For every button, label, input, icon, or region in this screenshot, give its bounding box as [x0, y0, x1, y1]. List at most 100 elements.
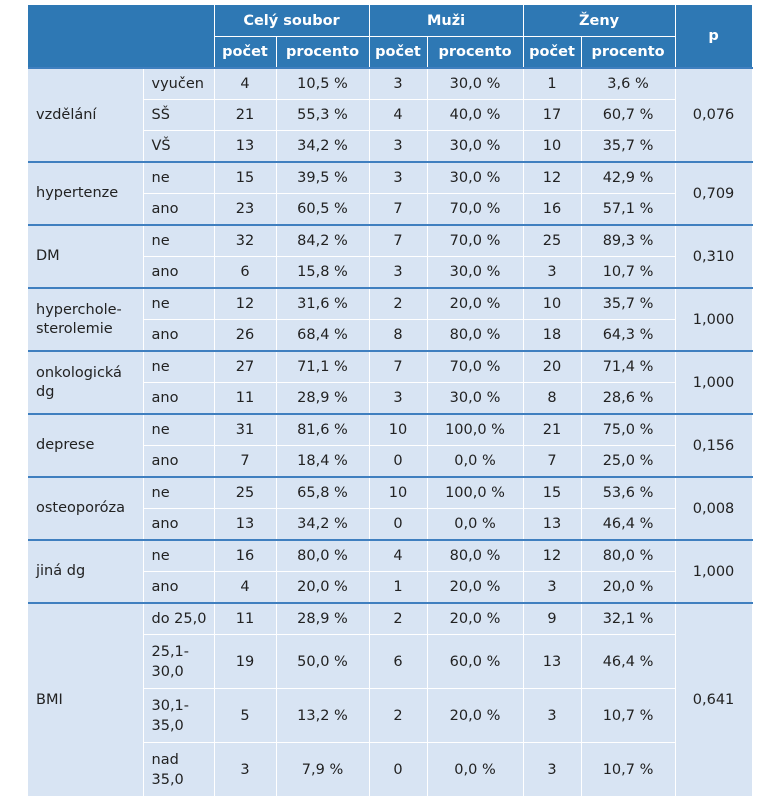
count-cell: 0: [369, 445, 428, 478]
percent-cell: 20,0 %: [427, 287, 524, 320]
level-cell: ano: [143, 319, 215, 352]
percent-cell: 35,7 %: [581, 287, 676, 320]
count-cell: 26: [214, 319, 277, 352]
count-cell: 5: [214, 688, 277, 743]
table-row: ano 11 28,9 % 3 30,0 % 8 28,6 %: [28, 382, 752, 415]
count-cell: 3: [369, 382, 428, 415]
level-cell: ano: [143, 382, 215, 415]
table-row: DM ne 32 84,2 % 7 70,0 % 25 89,3 % 0,310: [28, 224, 753, 289]
count-cell: 10: [523, 130, 582, 163]
count-cell: 7: [214, 445, 277, 478]
count-cell: 25: [523, 224, 582, 257]
percent-cell: 89,3 %: [581, 224, 676, 257]
table-row: hyperchole-sterolemie ne 12 31,6 % 2 20,0 % 10…: [28, 287, 753, 352]
table-row: hypertenze ne 15 39,5 % 3 30,0 % 12 42,9 % 0,709: [28, 161, 753, 226]
p-value-cell: 0,641: [675, 602, 753, 797]
category-label-line: onkologická: [36, 364, 122, 381]
percent-cell: 81,6 %: [276, 413, 370, 446]
category-cell: hyperchole-sterolemie: [28, 287, 144, 352]
count-cell: 4: [369, 539, 428, 572]
table-row: onkologická dg ne 27 71,1 % 7 70,0 % 20 71,4 % 1,…: [28, 350, 753, 415]
percent-cell: 71,4 %: [581, 350, 676, 383]
count-cell: 4: [214, 67, 277, 100]
data-table: Celý soubor Muži Ženy p počet procento p…: [28, 5, 753, 797]
data-table-container: Celý soubor Muži Ženy p počet procento p…: [28, 5, 753, 797]
count-cell: 4: [369, 99, 428, 131]
count-cell: 18: [523, 319, 582, 352]
table-row: SŠ 21 55,3 % 4 40,0 % 17 60,7 %: [28, 99, 752, 131]
percent-cell: 80,0 %: [427, 539, 524, 572]
p-value-cell: 1,000: [675, 287, 753, 352]
percent-cell: 46,4 %: [581, 634, 676, 689]
count-cell: 10: [369, 476, 428, 509]
level-cell: ne: [143, 539, 215, 572]
percent-cell: 64,3 %: [581, 319, 676, 352]
level-cell: 25,1- 30,0: [143, 634, 215, 689]
level-cell: vyučen: [143, 67, 215, 100]
count-cell: 6: [214, 256, 277, 289]
table-row: BMI do 25,0 11 28,9 % 2 20,0 % 9 32,1 % 0,641: [28, 602, 753, 797]
header-group-total: Celý soubor: [214, 5, 370, 37]
percent-cell: 0,0 %: [427, 742, 524, 797]
percent-cell: 28,9 %: [276, 382, 370, 415]
count-cell: 13: [214, 508, 277, 541]
percent-cell: 20,0 %: [427, 688, 524, 743]
category-cell: DM: [28, 224, 144, 289]
p-value-cell: 1,000: [675, 350, 753, 415]
level-cell: ano: [143, 256, 215, 289]
percent-cell: 57,1 %: [581, 193, 676, 226]
count-cell: 12: [523, 161, 582, 194]
percent-cell: 3,6 %: [581, 67, 676, 100]
percent-cell: 70,0 %: [427, 350, 524, 383]
percent-cell: 0,0 %: [427, 508, 524, 541]
percent-cell: 80,0 %: [581, 539, 676, 572]
count-cell: 11: [214, 382, 277, 415]
header-sub-count: počet: [369, 36, 428, 69]
count-cell: 3: [523, 256, 582, 289]
count-cell: 3: [523, 742, 582, 797]
count-cell: 3: [523, 571, 582, 604]
percent-cell: 20,0 %: [427, 602, 524, 635]
p-value-cell: 0,156: [675, 413, 753, 478]
header-sub-percent: procento: [427, 36, 524, 69]
percent-cell: 39,5 %: [276, 161, 370, 194]
percent-cell: 70,0 %: [427, 193, 524, 226]
count-cell: 3: [369, 161, 428, 194]
table-row: 25,1- 30,0 19 50,0 % 6 60,0 % 13 46,4 %: [28, 634, 752, 689]
table-header: Celý soubor Muži Ženy p počet procento p…: [28, 5, 753, 69]
count-cell: 17: [523, 99, 582, 131]
percent-cell: 31,6 %: [276, 287, 370, 320]
count-cell: 2: [369, 287, 428, 320]
percent-cell: 10,7 %: [581, 688, 676, 743]
header-sub-count: počet: [214, 36, 277, 69]
count-cell: 0: [369, 508, 428, 541]
category-label-line: dg: [36, 383, 55, 400]
p-value-cell: 0,310: [675, 224, 753, 289]
count-cell: 16: [214, 539, 277, 572]
count-cell: 20: [523, 350, 582, 383]
percent-cell: 30,0 %: [427, 130, 524, 163]
count-cell: 21: [523, 413, 582, 446]
level-cell: ano: [143, 193, 215, 226]
level-cell: do 25,0: [143, 602, 215, 635]
percent-cell: 28,9 %: [276, 602, 370, 635]
header-blank: [28, 5, 215, 69]
count-cell: 10: [523, 287, 582, 320]
header-group-women: Ženy: [523, 5, 676, 37]
level-cell: ano: [143, 571, 215, 604]
count-cell: 8: [523, 382, 582, 415]
percent-cell: 55,3 %: [276, 99, 370, 131]
table-row: 30,1- 35,0 5 13,2 % 2 20,0 % 3 10,7 %: [28, 688, 752, 743]
table-row: ano 4 20,0 % 1 20,0 % 3 20,0 %: [28, 571, 752, 604]
count-cell: 2: [369, 602, 428, 635]
percent-cell: 71,1 %: [276, 350, 370, 383]
category-label-line: sterolemie: [36, 320, 113, 337]
percent-cell: 30,0 %: [427, 382, 524, 415]
percent-cell: 70,0 %: [427, 224, 524, 257]
percent-cell: 60,7 %: [581, 99, 676, 131]
level-cell: 30,1- 35,0: [143, 688, 215, 743]
percent-cell: 0,0 %: [427, 445, 524, 478]
count-cell: 25: [214, 476, 277, 509]
category-cell: jiná dg: [28, 539, 144, 604]
percent-cell: 32,1 %: [581, 602, 676, 635]
